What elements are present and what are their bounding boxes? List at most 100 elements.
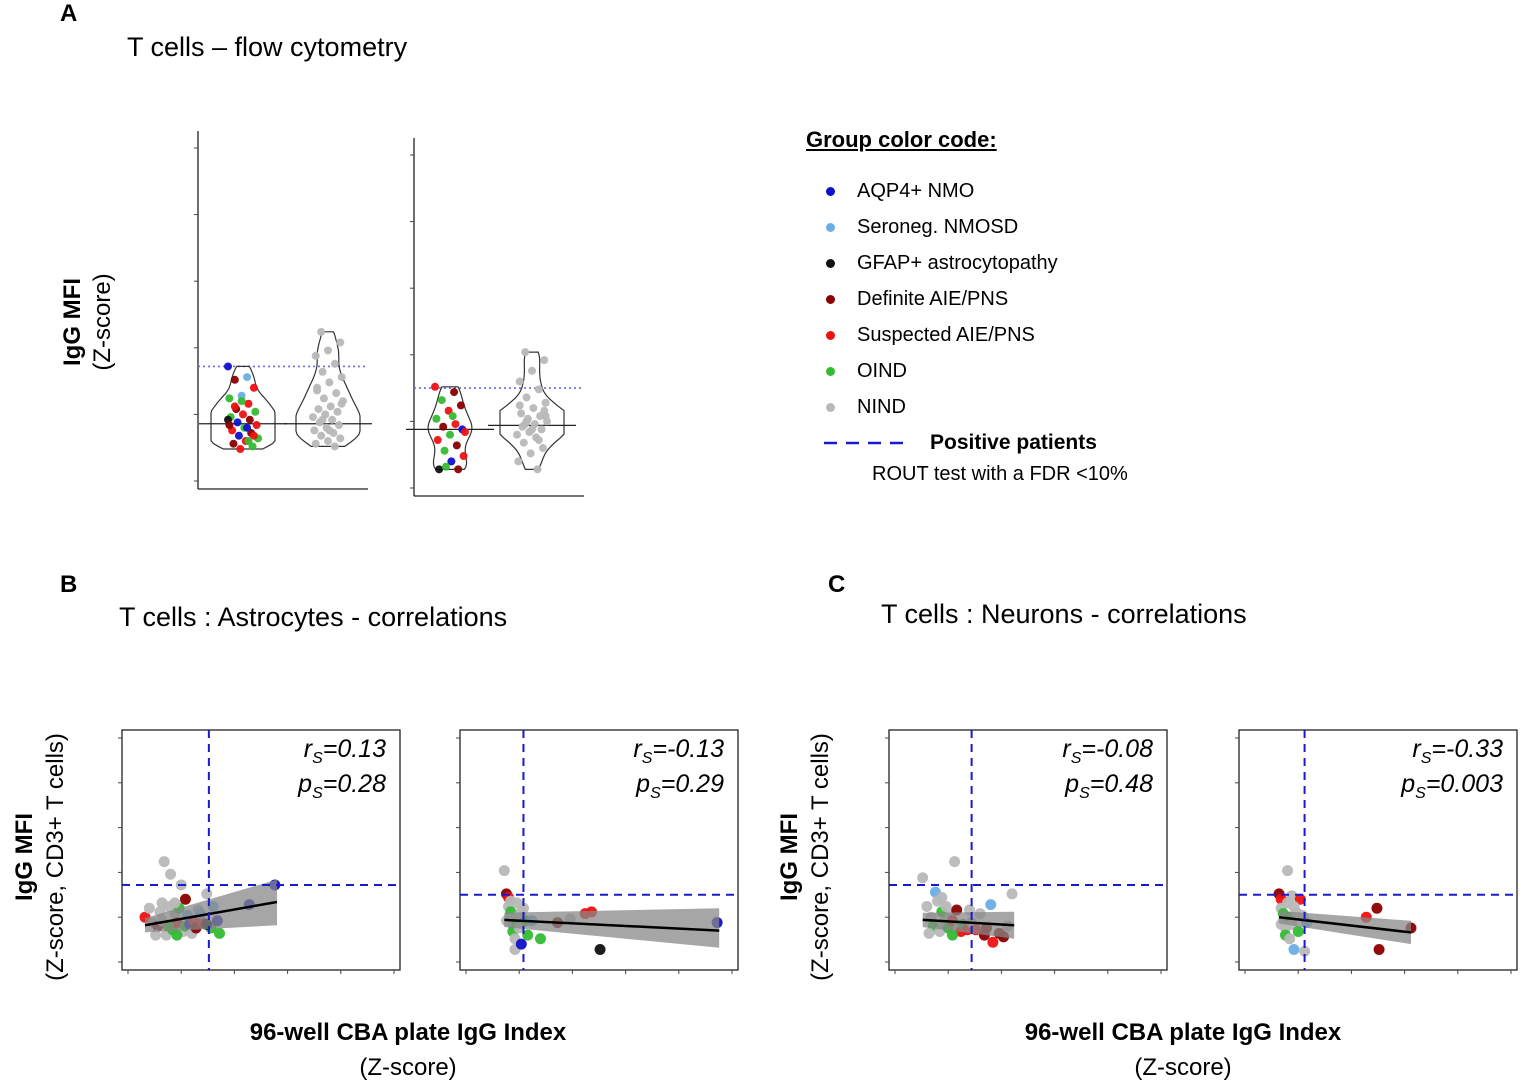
- data-point: [498, 865, 510, 877]
- data-point: [1288, 943, 1300, 955]
- data-point: [171, 929, 183, 941]
- data-point: [245, 415, 254, 424]
- panel-b-title: T cells : Astrocytes - correlations: [119, 602, 508, 632]
- data-point: [529, 404, 538, 413]
- data-point: [325, 378, 334, 387]
- data-point: [433, 436, 442, 445]
- data-point: [1294, 893, 1306, 905]
- data-point: [244, 399, 253, 408]
- data-point: [528, 366, 536, 375]
- data-point: [505, 895, 517, 907]
- data-point: [1373, 943, 1385, 955]
- data-point: [522, 393, 531, 402]
- scatter-ylabel-c-main: IgG MFI: [776, 813, 803, 901]
- spearman-p: pS=0.003: [1400, 770, 1503, 802]
- scatter-ylabel-b-main: IgG MFI: [11, 813, 38, 901]
- data-point: [214, 927, 226, 939]
- data-point: [333, 407, 342, 416]
- data-point: [317, 431, 326, 440]
- legend-label: AQP4+ NMO: [857, 179, 975, 202]
- legend-item-seroneg-nmosd: Seroneg. NMOSD: [826, 209, 1128, 245]
- dashed-line-icon: [824, 441, 904, 445]
- data-point: [201, 888, 213, 900]
- data-point: [437, 396, 446, 405]
- data-point: [150, 929, 162, 941]
- data-point: [318, 367, 327, 376]
- panel-a-title: T cells – flow cytometry: [127, 32, 408, 62]
- xaxis-sub-b: (Z-score): [359, 1054, 457, 1081]
- legend-positive: Positive patients: [824, 431, 1128, 455]
- data-point: [541, 412, 550, 421]
- data-point: [528, 425, 536, 434]
- regression-line: [922, 918, 1015, 927]
- data-point: [435, 465, 444, 474]
- data-point: [534, 933, 546, 945]
- regression-line: [144, 900, 278, 927]
- regression-line: [1278, 915, 1412, 934]
- data-point: [526, 449, 535, 458]
- data-point: [328, 415, 337, 424]
- legend-positive-sub: ROUT test with a FDR <10%: [872, 463, 1128, 485]
- data-point: [243, 373, 252, 382]
- data-point: [237, 397, 246, 406]
- data-point: [537, 425, 546, 434]
- xaxis-sub-c: (Z-score): [1134, 1054, 1232, 1081]
- data-point: [324, 437, 332, 446]
- data-point: [1299, 945, 1311, 957]
- data-point: [165, 868, 177, 880]
- data-point: [251, 407, 260, 416]
- legend-dot-icon: [826, 366, 835, 376]
- data-point: [459, 452, 468, 461]
- data-point: [1282, 865, 1294, 877]
- data-point: [326, 402, 335, 411]
- data-point: [439, 422, 448, 431]
- data-point: [522, 417, 531, 426]
- legend-dot-icon: [826, 186, 835, 196]
- confidence-band: [922, 911, 1015, 939]
- data-point: [311, 439, 320, 448]
- data-point: [594, 943, 606, 955]
- legend-dot-icon: [826, 330, 835, 340]
- data-point: [448, 412, 457, 421]
- legend-label: Seroneg. NMOSD: [857, 215, 1019, 238]
- legend-item-oind: OIND: [826, 353, 1128, 389]
- data-point: [330, 442, 339, 451]
- violin-ylabel-main: IgG MFI: [59, 278, 86, 366]
- legend-item-gfap-astrocytopathy: GFAP+ astrocytopathy: [826, 245, 1128, 281]
- data-point: [431, 382, 439, 391]
- legend-dot-icon: [826, 222, 835, 232]
- plot-frame: [459, 729, 739, 971]
- violin-shape-ind: [210, 365, 276, 450]
- data-point: [244, 437, 253, 446]
- data-point: [534, 436, 543, 445]
- data-point: [229, 439, 238, 448]
- spearman-p: pS=0.28: [297, 770, 386, 802]
- data-point: [522, 929, 534, 941]
- data-point: [325, 426, 334, 435]
- data-point: [447, 457, 456, 466]
- data-point: [456, 401, 465, 410]
- spearman-r: rS=-0.13: [633, 735, 724, 767]
- legend-dot-icon: [826, 294, 835, 304]
- xaxis-title-c: 96-well CBA plate IgG Index: [1024, 1019, 1342, 1046]
- data-point: [534, 385, 543, 394]
- legend-label: GFAP+ astrocytopathy: [857, 251, 1058, 274]
- regression-line: [504, 918, 720, 932]
- data-point: [540, 356, 549, 365]
- data-point: [987, 936, 999, 948]
- data-point: [450, 388, 459, 397]
- data-point: [432, 414, 441, 423]
- panel-a-letter: A: [60, 0, 78, 27]
- violin-chart-csf: [406, 138, 584, 497]
- data-point: [336, 338, 345, 347]
- violin-shape-ind: [427, 386, 473, 470]
- panel-c-title: T cells : Neurons - correlations: [881, 599, 1247, 629]
- spearman-r: rS=-0.33: [1412, 735, 1503, 767]
- data-point: [917, 872, 929, 884]
- data-point: [249, 383, 258, 392]
- data-point: [224, 362, 232, 371]
- scatter-ylabel-b: IgG MFI (Z-score, CD3+ T cells): [11, 733, 69, 981]
- plot-frame: [121, 729, 401, 971]
